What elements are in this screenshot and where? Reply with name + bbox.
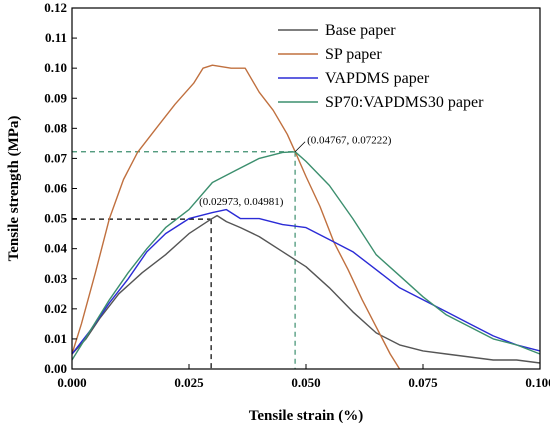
y-tick-label: 0.04 (44, 241, 67, 256)
x-tick-label: 0.100 (525, 375, 550, 390)
y-tick-label: 0.10 (44, 60, 67, 75)
y-tick-label: 0.12 (44, 0, 67, 15)
legend-label: Base paper (325, 22, 396, 39)
annotations: (0.02973, 0.04981) (0.04767, 0.07222) (199, 135, 392, 208)
plot-frame (71, 7, 541, 370)
y-tick-label: 0.08 (44, 120, 67, 135)
y-tick-label: 0.05 (44, 211, 67, 226)
x-axis-title: Tensile strain (%) (249, 408, 363, 424)
legend: Base paper SP paper VAPDMS paper SP70:VAPDM… (278, 22, 484, 111)
y-tick-label: 0.00 (44, 361, 67, 376)
y-tick-label: 0.07 (44, 150, 67, 165)
y-tick-label: 0.01 (44, 331, 67, 346)
x-tick-label: 0.050 (291, 375, 320, 390)
y-tick-label: 0.02 (44, 301, 67, 316)
x-tick-label: 0.075 (408, 375, 438, 390)
legend-label: VAPDMS paper (325, 70, 430, 87)
annotation-leader (294, 141, 306, 153)
series-line (71, 208, 541, 355)
legend-label: SP paper (325, 46, 382, 63)
annotation-label: (0.02973, 0.04981) (199, 196, 284, 208)
y-tick-label: 0.09 (44, 90, 67, 105)
y-axis-title: Tensile strength (MPa) (6, 116, 22, 262)
legend-label: SP70:VAPDMS30 paper (325, 94, 484, 111)
series-line (71, 151, 541, 361)
y-tick-label: 0.03 (44, 271, 67, 286)
y-tick-label: 0.06 (44, 181, 67, 196)
x-tick-label: 0.000 (57, 375, 86, 390)
x-tick-label: 0.025 (174, 375, 204, 390)
y-tick-label: 0.11 (45, 30, 67, 45)
series-line (71, 214, 541, 364)
axis-ticks: 0.00 0.01 0.02 0.03 0.04 0.05 0.06 0.07 0.08 0.09… (44, 0, 550, 390)
guide-lines (72, 151, 296, 369)
annotation-label: (0.04767, 0.07222) (307, 135, 392, 147)
series-line (71, 64, 401, 370)
